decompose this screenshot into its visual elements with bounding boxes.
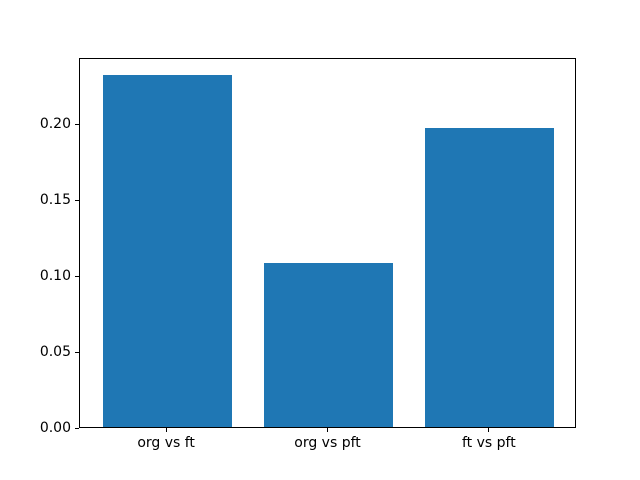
bar-ft-vs-pft: [425, 127, 555, 427]
x-tick-label: ft vs pft: [462, 435, 516, 451]
y-tick-label: 0.00: [39, 420, 71, 436]
bar-org-vs-pft: [263, 262, 394, 427]
y-tick-mark: [75, 123, 79, 125]
bar-org-vs-ft: [102, 74, 232, 427]
y-tick-mark: [75, 427, 79, 429]
x-tick-label: org vs pft: [294, 435, 361, 451]
y-tick-label: 0.10: [39, 268, 71, 285]
x-tick-mark: [165, 428, 167, 432]
plot-area: [79, 58, 576, 428]
x-tick-mark: [488, 428, 490, 432]
x-tick-label: org vs ft: [137, 435, 195, 451]
y-tick-label: 0.20: [39, 116, 71, 133]
y-tick-mark: [75, 351, 79, 353]
y-tick-mark: [75, 199, 79, 201]
y-tick-label: 0.15: [39, 192, 71, 209]
y-tick-label: 0.05: [39, 344, 71, 361]
x-tick-mark: [327, 428, 328, 432]
y-tick-mark: [75, 275, 79, 277]
